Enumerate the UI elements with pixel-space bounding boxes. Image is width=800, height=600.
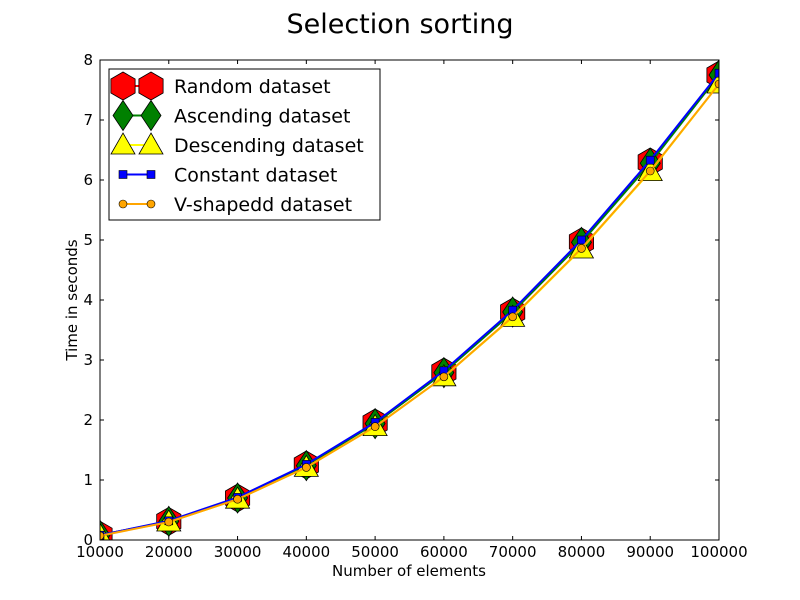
legend-marker-right-3: [146, 170, 156, 179]
legend-marker-left-1: [112, 99, 134, 132]
y-tick-label-0: 0: [83, 531, 93, 549]
legend-marker-left-4: [118, 199, 128, 209]
legend-marker-left-0: [110, 71, 136, 101]
series-4-point-6: [508, 312, 517, 322]
x-tick-label-2: 30000: [214, 543, 262, 561]
y-tick-label-5: 5: [83, 231, 93, 249]
legend-marker-right-1: [140, 99, 162, 132]
x-tick-label-4: 50000: [351, 543, 399, 561]
series-4-point-2: [233, 494, 242, 504]
legend-entry-3: Constant dataset: [118, 165, 337, 187]
legend-marker-left-3: [118, 170, 128, 179]
legend-marker-left-2: [110, 132, 136, 155]
series-4-point-9: [714, 79, 719, 89]
series-4-point-7: [577, 244, 586, 253]
legend-label-1: Ascending dataset: [174, 106, 350, 128]
x-tick-label-3: 40000: [282, 543, 330, 561]
series-4-point-0: [100, 531, 105, 540]
axis-ticks: 10000 20000 30000 40000 50000 60000 70000 80000…: [76, 51, 747, 561]
series-4: [100, 79, 719, 540]
legend-entry-0: Random dataset: [110, 71, 331, 101]
x-tick-label-5: 60000: [420, 543, 468, 561]
legend-marker-right-4: [146, 199, 156, 209]
series-3-point-9: [714, 68, 719, 78]
y-tick-label-6: 6: [83, 171, 93, 189]
x-tick-label-1: 20000: [145, 543, 193, 561]
x-tick-label-9: 100000: [690, 543, 747, 561]
plot-area: [100, 60, 719, 540]
y-tick-label-8: 8: [83, 51, 93, 69]
series-4-point-3: [302, 463, 311, 472]
series-4-point-4: [370, 422, 380, 431]
y-tick-label-4: 4: [83, 291, 93, 309]
y-axis-label: Time in seconds: [63, 239, 81, 361]
x-tick-label-8: 90000: [626, 543, 674, 561]
series-line-4: [100, 83, 719, 537]
legend-marker-right-2: [138, 132, 164, 155]
legend-entry-2: Descending dataset: [110, 132, 364, 157]
x-tick-label-0: 10000: [76, 543, 124, 561]
legend-entry-1: Ascending dataset: [112, 99, 350, 132]
legend: Random dataset Ascending dataset Descendin…: [108, 68, 381, 221]
x-tick-label-6: 70000: [489, 543, 537, 561]
legend-label-3: Constant dataset: [174, 165, 337, 187]
series-4-point-1: [164, 517, 174, 527]
series-3-point-7: [577, 235, 586, 245]
y-tick-label-7: 7: [83, 111, 93, 129]
series-line-3: [100, 72, 719, 537]
series-3-point-8: [645, 155, 655, 165]
y-tick-label-3: 3: [83, 351, 93, 369]
legend-marker-right-0: [138, 71, 164, 101]
chart-title: Selection sorting: [286, 9, 513, 40]
x-tick-label-7: 80000: [558, 543, 606, 561]
legend-label-4: V-shapedd dataset: [174, 194, 352, 216]
legend-label-2: Descending dataset: [174, 135, 364, 157]
legend-entry-4: V-shapedd dataset: [118, 194, 352, 216]
series-4-point-8: [645, 166, 655, 176]
legend-label-0: Random dataset: [174, 76, 331, 98]
y-tick-label-2: 2: [83, 411, 93, 429]
series-4-point-5: [439, 372, 449, 382]
x-axis-label: Number of elements: [332, 562, 486, 580]
y-tick-label-1: 1: [83, 471, 93, 489]
